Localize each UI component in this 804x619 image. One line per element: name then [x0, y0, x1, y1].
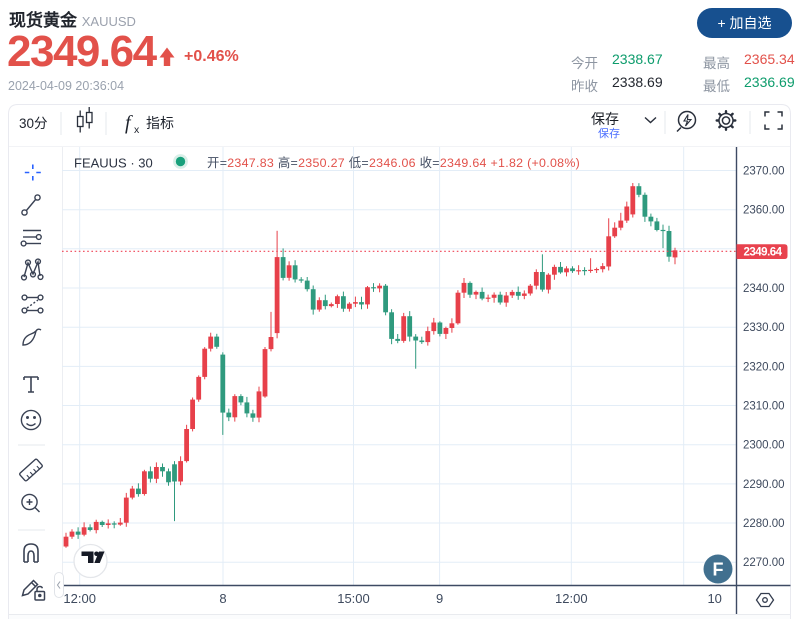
svg-text:30分: 30分	[19, 116, 48, 131]
svg-text:2290.00: 2290.00	[743, 479, 785, 491]
svg-text:12:00: 12:00	[555, 591, 588, 606]
svg-text:2330.00: 2330.00	[743, 322, 785, 334]
svg-text:FEAUUS · 30: FEAUUS · 30	[74, 156, 153, 171]
svg-text:x: x	[134, 124, 140, 136]
svg-text:2280.00: 2280.00	[743, 518, 785, 530]
svg-text:8: 8	[219, 591, 226, 606]
svg-text:2300.00: 2300.00	[743, 440, 785, 452]
svg-text:2370.00: 2370.00	[743, 166, 785, 178]
svg-text:2360.00: 2360.00	[743, 205, 785, 217]
svg-text:保存: 保存	[591, 111, 619, 127]
svg-text:10: 10	[707, 591, 721, 606]
svg-text:指标: 指标	[146, 115, 174, 131]
svg-text:f: f	[125, 112, 133, 134]
svg-text:15:00: 15:00	[337, 591, 370, 606]
svg-text:保存: 保存	[598, 126, 620, 140]
svg-text:2349.64: 2349.64	[744, 247, 783, 259]
svg-text:9: 9	[436, 591, 443, 606]
svg-text:2340.00: 2340.00	[743, 283, 785, 295]
svg-text:2320.00: 2320.00	[743, 361, 785, 373]
svg-text:F: F	[713, 560, 724, 580]
svg-text:2310.00: 2310.00	[743, 401, 785, 413]
svg-text:12:00: 12:00	[63, 591, 96, 606]
svg-text:2270.00: 2270.00	[743, 557, 785, 569]
svg-text:开=2347.83 高=2350.27 低=2346: 开=2347.83 高=2350.27 低=2346.06 收=2349.64 …	[207, 155, 580, 170]
